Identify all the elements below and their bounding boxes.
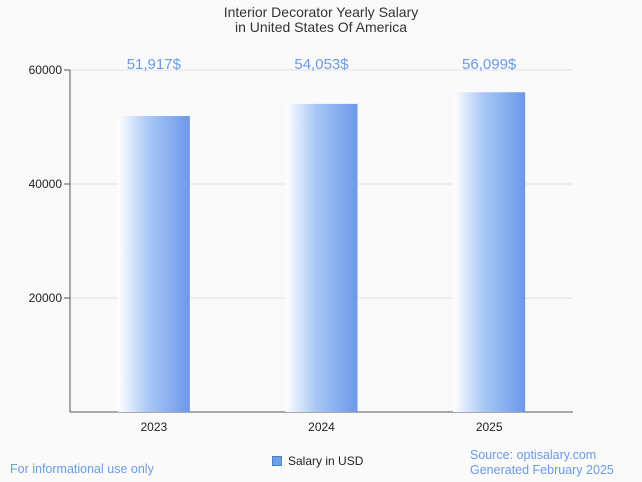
legend-swatch	[272, 456, 282, 466]
value-label-2023: 51,917$	[127, 56, 182, 73]
value-label-2025: 56,099$	[462, 56, 517, 73]
source-text: Source: optisalary.com	[470, 448, 597, 462]
x-tick-label-2025: 2025	[476, 420, 503, 434]
chart-title-line-2: in United States Of America	[235, 19, 407, 35]
bars	[117, 92, 526, 413]
x-tick-labels: 2023 2024 2025	[140, 420, 502, 434]
disclaimer-text: For informational use only	[10, 462, 154, 476]
legend-label: Salary in USD	[288, 454, 364, 468]
generated-text: Generated February 2025	[470, 463, 614, 477]
bar-2024	[285, 103, 358, 413]
y-tick-labels: 20000 40000 60000	[29, 63, 70, 305]
value-label-2024: 54,053$	[294, 56, 349, 73]
y-tick-label: 60000	[29, 63, 63, 77]
chart-title-line-1: Interior Decorator Yearly Salary	[224, 4, 419, 20]
bar-2025	[453, 92, 526, 412]
y-tick-label: 20000	[29, 291, 63, 305]
x-tick-label-2023: 2023	[140, 420, 167, 434]
legend: Salary in USD	[272, 454, 363, 468]
x-tick-label-2024: 2024	[308, 420, 335, 434]
y-tick-label: 40000	[29, 177, 63, 191]
bar-2023	[117, 116, 190, 413]
source-info: Source: optisalary.com Generated Februar…	[470, 448, 614, 478]
value-labels: 51,917$ 54,053$ 56,099$	[127, 56, 517, 73]
